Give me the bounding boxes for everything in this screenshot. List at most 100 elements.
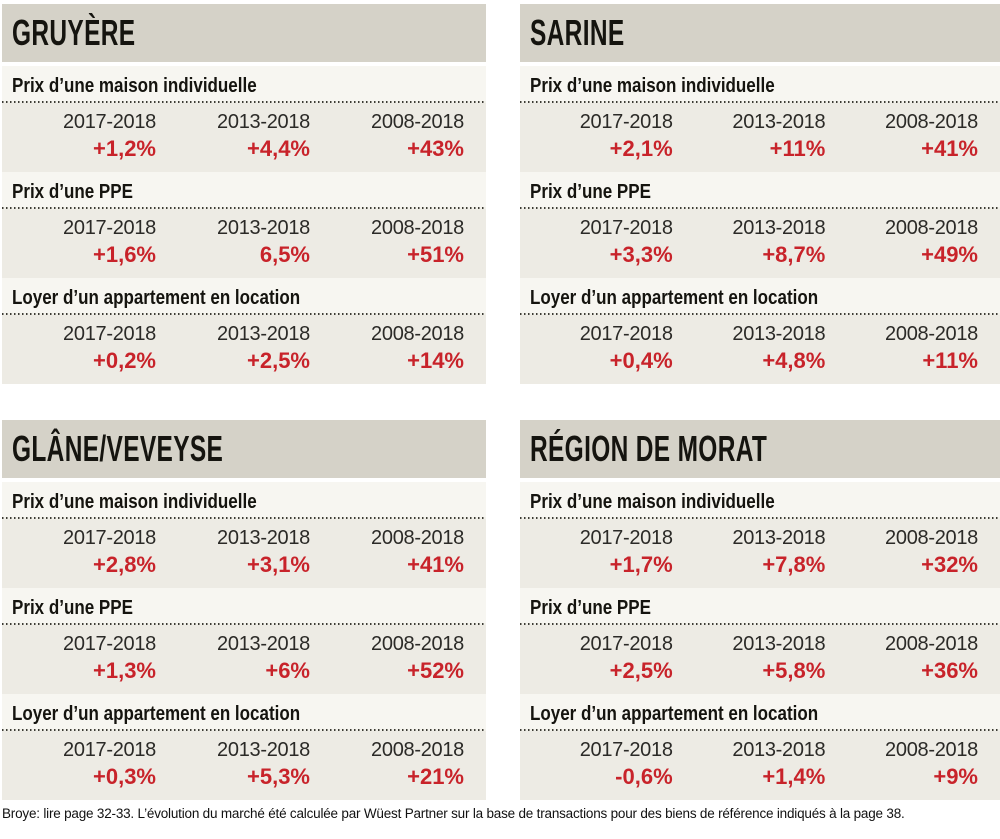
metric-value: +1,3% [93, 658, 156, 683]
period-label: 2008-2018 [371, 633, 464, 655]
metric-value: +9% [933, 764, 978, 789]
metric-value: +6% [265, 658, 310, 683]
period-label: 2017-2018 [579, 217, 673, 239]
period-label: 2008-2018 [885, 633, 978, 655]
period-label: 2017-2018 [579, 633, 673, 655]
metric-label: Loyer d’un appartement en location [530, 703, 819, 725]
metric-section-ppe: Prix d’une PPE 2017-2018 2013-2018 2008-… [520, 172, 1000, 278]
metric-data: 2017-2018 2013-2018 2008-2018 +1,3% +6% … [2, 625, 486, 694]
metric-value: +41% [407, 552, 464, 577]
period-row: 2017-2018 2013-2018 2008-2018 [520, 215, 979, 241]
region-panel-glane-veveyse: GLÂNE/VEVEYSE Prix d’une maison individu… [2, 420, 486, 800]
value-row: +1,3% +6% +52% [2, 657, 464, 684]
region-header: GLÂNE/VEVEYSE [2, 420, 486, 478]
period-label: 2017-2018 [63, 739, 156, 761]
region-panel-region-de-morat: RÉGION DE MORAT Prix d’une maison indivi… [520, 420, 1000, 800]
metric-data: 2017-2018 2013-2018 2008-2018 +1,6% 6,5%… [2, 209, 486, 278]
metric-data: 2017-2018 2013-2018 2008-2018 +1,7% +7,8… [520, 519, 1000, 588]
region-panel-sarine: SARINE Prix d’une maison individuelle 20… [520, 4, 1000, 384]
dotted-divider [520, 729, 1000, 731]
region-title: RÉGION DE MORAT [530, 428, 768, 469]
metric-value: +49% [921, 242, 978, 267]
metric-label: Prix d’une maison individuelle [530, 75, 775, 97]
value-row: +2,8% +3,1% +41% [2, 551, 464, 578]
metric-value: +1,2% [93, 136, 156, 161]
period-row: 2017-2018 2013-2018 2008-2018 [520, 525, 979, 551]
metric-label-row: Prix d’une maison individuelle [2, 66, 486, 101]
metric-label-row: Loyer d’un appartement en location [520, 694, 1000, 729]
period-label: 2008-2018 [885, 323, 978, 345]
period-label: 2017-2018 [579, 323, 673, 345]
metric-value: +7,8% [762, 552, 826, 577]
period-row: 2017-2018 2013-2018 2008-2018 [2, 737, 464, 763]
value-row: +0,2% +2,5% +14% [2, 347, 464, 374]
dotted-divider [520, 313, 1000, 315]
metric-label-row: Loyer d’un appartement en location [2, 694, 486, 729]
metric-label: Loyer d’un appartement en location [530, 287, 819, 309]
metric-label-row: Prix d’une PPE [2, 588, 486, 623]
region-title: GRUYÈRE [12, 12, 136, 53]
period-label: 2017-2018 [63, 323, 156, 345]
period-label: 2008-2018 [371, 739, 464, 761]
metric-section-ppe: Prix d’une PPE 2017-2018 2013-2018 2008-… [2, 588, 486, 694]
metric-section-maison: Prix d’une maison individuelle 2017-2018… [2, 482, 486, 588]
period-label: 2008-2018 [885, 111, 978, 133]
metric-data: 2017-2018 2013-2018 2008-2018 +0,4% +4,8… [520, 315, 1000, 384]
metric-value: +52% [407, 658, 464, 683]
period-label: 2008-2018 [371, 217, 464, 239]
period-label: 2013-2018 [732, 633, 826, 655]
period-label: 2008-2018 [885, 527, 978, 549]
metric-value: +8,7% [762, 242, 826, 267]
metric-value: +1,6% [93, 242, 156, 267]
dotted-divider [2, 313, 486, 315]
metric-label: Prix d’une maison individuelle [12, 491, 257, 513]
metric-label: Loyer d’un appartement en location [12, 703, 301, 725]
region-title: SARINE [530, 12, 625, 53]
metric-value: +0,3% [93, 764, 156, 789]
value-row: +1,2% +4,4% +43% [2, 135, 464, 162]
metric-value: +41% [921, 136, 978, 161]
metric-section-ppe: Prix d’une PPE 2017-2018 2013-2018 2008-… [2, 172, 486, 278]
period-label: 2013-2018 [217, 323, 310, 345]
period-label: 2008-2018 [371, 323, 464, 345]
period-label: 2013-2018 [217, 633, 310, 655]
dotted-divider [520, 101, 1000, 103]
metric-label: Prix d’une PPE [12, 597, 133, 619]
value-row: +2,5% +5,8% +36% [520, 657, 978, 684]
metric-label-row: Prix d’une maison individuelle [520, 482, 1000, 517]
metric-data: 2017-2018 2013-2018 2008-2018 +2,1% +11%… [520, 103, 1000, 172]
period-row: 2017-2018 2013-2018 2008-2018 [2, 631, 464, 657]
value-row: +2,1% +11% +41% [520, 135, 978, 162]
metric-section-loyer: Loyer d’un appartement en location 2017-… [520, 278, 1000, 384]
period-row: 2017-2018 2013-2018 2008-2018 [2, 525, 464, 551]
metric-label: Prix d’une maison individuelle [530, 491, 775, 513]
metric-label-row: Prix d’une PPE [520, 172, 1000, 207]
dotted-divider [2, 623, 486, 625]
metric-value: +21% [407, 764, 464, 789]
metric-value: +0,2% [93, 348, 156, 373]
infographic: GRUYÈRE Prix d’une maison individuelle 2… [2, 4, 1000, 821]
period-label: 2013-2018 [732, 111, 826, 133]
dotted-divider [2, 207, 486, 209]
metric-value: +11% [922, 348, 978, 373]
metric-data: 2017-2018 2013-2018 2008-2018 -0,6% +1,4… [520, 731, 1000, 800]
value-row: +0,3% +5,3% +21% [2, 763, 464, 790]
metric-label-row: Prix d’une maison individuelle [2, 482, 486, 517]
period-row: 2017-2018 2013-2018 2008-2018 [520, 321, 979, 347]
metric-label-row: Prix d’une maison individuelle [520, 66, 1000, 101]
metric-value: +1,7% [609, 552, 673, 577]
value-row: +1,6% 6,5% +51% [2, 241, 464, 268]
metric-section-maison: Prix d’une maison individuelle 2017-2018… [2, 66, 486, 172]
metric-section-maison: Prix d’une maison individuelle 2017-2018… [520, 66, 1000, 172]
metric-value: +32% [921, 552, 978, 577]
region-header: SARINE [520, 4, 1000, 62]
metric-value: +51% [407, 242, 464, 267]
metric-value: +2,1% [609, 136, 673, 161]
metric-value: +0,4% [609, 348, 673, 373]
footnote: Broye: lire page 32-33. L’évolution du m… [2, 806, 905, 821]
metric-label-row: Loyer d’un appartement en location [2, 278, 486, 313]
metric-data: 2017-2018 2013-2018 2008-2018 +3,3% +8,7… [520, 209, 1000, 278]
metric-value: +1,4% [762, 764, 826, 789]
value-row: +3,3% +8,7% +49% [520, 241, 978, 268]
metric-value: +2,5% [247, 348, 310, 373]
